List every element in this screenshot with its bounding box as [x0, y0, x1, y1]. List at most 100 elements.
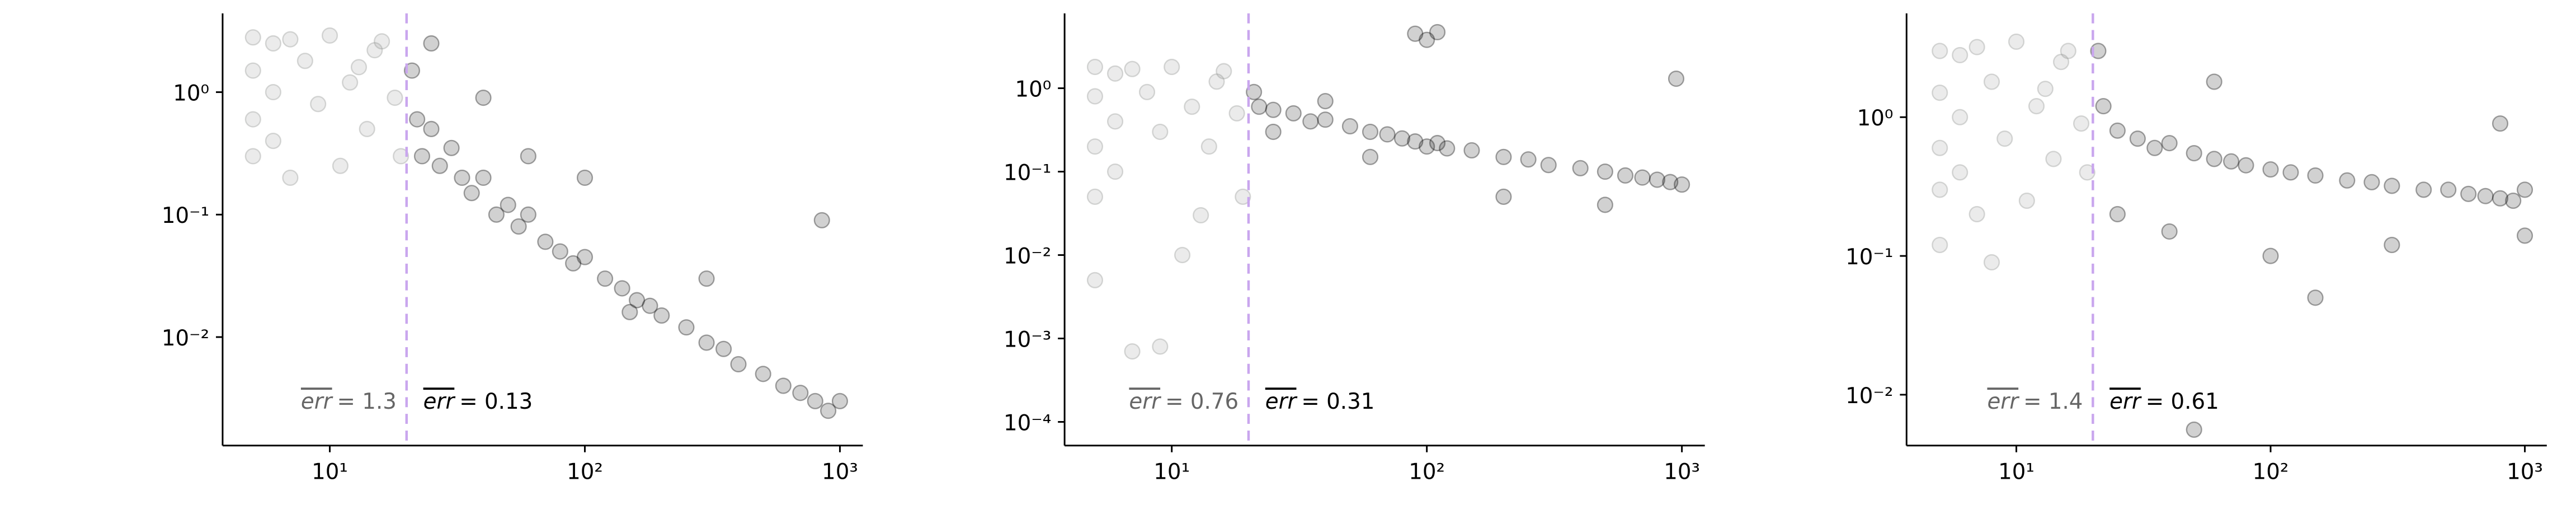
point	[730, 356, 747, 373]
point	[1429, 134, 1446, 152]
point	[1086, 58, 1104, 76]
point	[488, 206, 505, 223]
point	[2384, 177, 2400, 194]
point	[1520, 151, 1537, 168]
point	[1124, 60, 1141, 77]
point	[1617, 167, 1634, 184]
y-tick-label: 10⁻²	[1004, 244, 1051, 269]
point	[715, 340, 732, 357]
point	[2129, 130, 2146, 147]
point	[393, 148, 409, 165]
point	[1086, 88, 1104, 105]
point	[775, 377, 792, 394]
point	[1086, 188, 1104, 205]
point	[1106, 65, 1124, 82]
point	[2060, 43, 2076, 59]
point	[282, 31, 299, 48]
point	[1407, 25, 1424, 42]
point	[2090, 43, 2107, 59]
point	[2037, 81, 2054, 97]
y-tick-label: 10⁰	[173, 81, 209, 106]
point	[576, 169, 594, 186]
point	[1317, 93, 1334, 110]
point	[537, 233, 554, 250]
point	[1285, 105, 1302, 122]
point	[2440, 181, 2457, 198]
point	[2161, 223, 2178, 240]
point	[698, 270, 715, 287]
point	[1495, 148, 1512, 165]
point	[1086, 138, 1104, 155]
point	[1393, 130, 1411, 147]
point	[2492, 190, 2509, 207]
point	[1419, 31, 1435, 48]
point	[350, 59, 368, 76]
point	[1952, 164, 1969, 181]
point	[265, 35, 282, 52]
x-tick-label: 10²	[1409, 459, 1445, 484]
y-tick-label: 10⁰	[1857, 106, 1894, 131]
point	[374, 33, 390, 50]
point	[2282, 164, 2299, 181]
y-tick-label: 10⁰	[1015, 77, 1051, 102]
point	[2028, 98, 2045, 115]
point	[1200, 138, 1217, 155]
point	[1164, 58, 1180, 76]
point	[1952, 109, 1969, 125]
point	[1996, 130, 2013, 147]
point	[2516, 181, 2533, 198]
y-tick-label: 10⁻²	[1845, 384, 1893, 409]
point	[321, 27, 338, 44]
point	[1407, 133, 1424, 150]
annotation-text: = 0.13	[459, 389, 533, 414]
point	[2415, 181, 2432, 198]
point	[454, 169, 470, 186]
point	[2339, 172, 2356, 189]
point	[1152, 123, 1169, 141]
point	[1932, 181, 1948, 198]
annotation-symbol: err	[1265, 389, 1298, 414]
point	[614, 280, 630, 297]
annotation-symbol: err	[2109, 389, 2142, 414]
point	[409, 111, 426, 128]
point	[1952, 46, 1969, 64]
point	[2008, 33, 2025, 50]
point	[2045, 151, 2062, 167]
point	[2146, 139, 2163, 156]
point	[520, 148, 536, 165]
annotation-symbol: err	[301, 389, 333, 414]
point	[1362, 123, 1379, 141]
point	[520, 206, 536, 223]
point	[1228, 105, 1245, 122]
point	[1246, 83, 1263, 100]
point	[2460, 185, 2477, 202]
point	[2073, 115, 2090, 132]
point	[552, 243, 568, 260]
point	[1932, 139, 1948, 156]
point	[2477, 188, 2494, 204]
annotation: err = 0.13	[423, 389, 533, 414]
point	[475, 169, 492, 186]
point	[500, 197, 516, 213]
point	[1184, 99, 1200, 115]
point	[1932, 43, 1948, 59]
annotation-text: = 0.31	[1301, 389, 1374, 414]
point	[576, 249, 594, 265]
point	[244, 62, 261, 79]
point	[423, 35, 440, 52]
point	[265, 83, 282, 101]
annotation: err = 0.61	[2109, 389, 2219, 414]
point	[1265, 123, 1282, 141]
point	[2161, 135, 2178, 152]
point	[1983, 73, 2000, 90]
point	[387, 89, 403, 106]
point	[2384, 236, 2400, 254]
point	[2186, 145, 2202, 162]
annotation-text: = 0.61	[2146, 389, 2219, 414]
point	[698, 334, 715, 351]
point	[1302, 113, 1319, 130]
point	[2262, 161, 2279, 178]
